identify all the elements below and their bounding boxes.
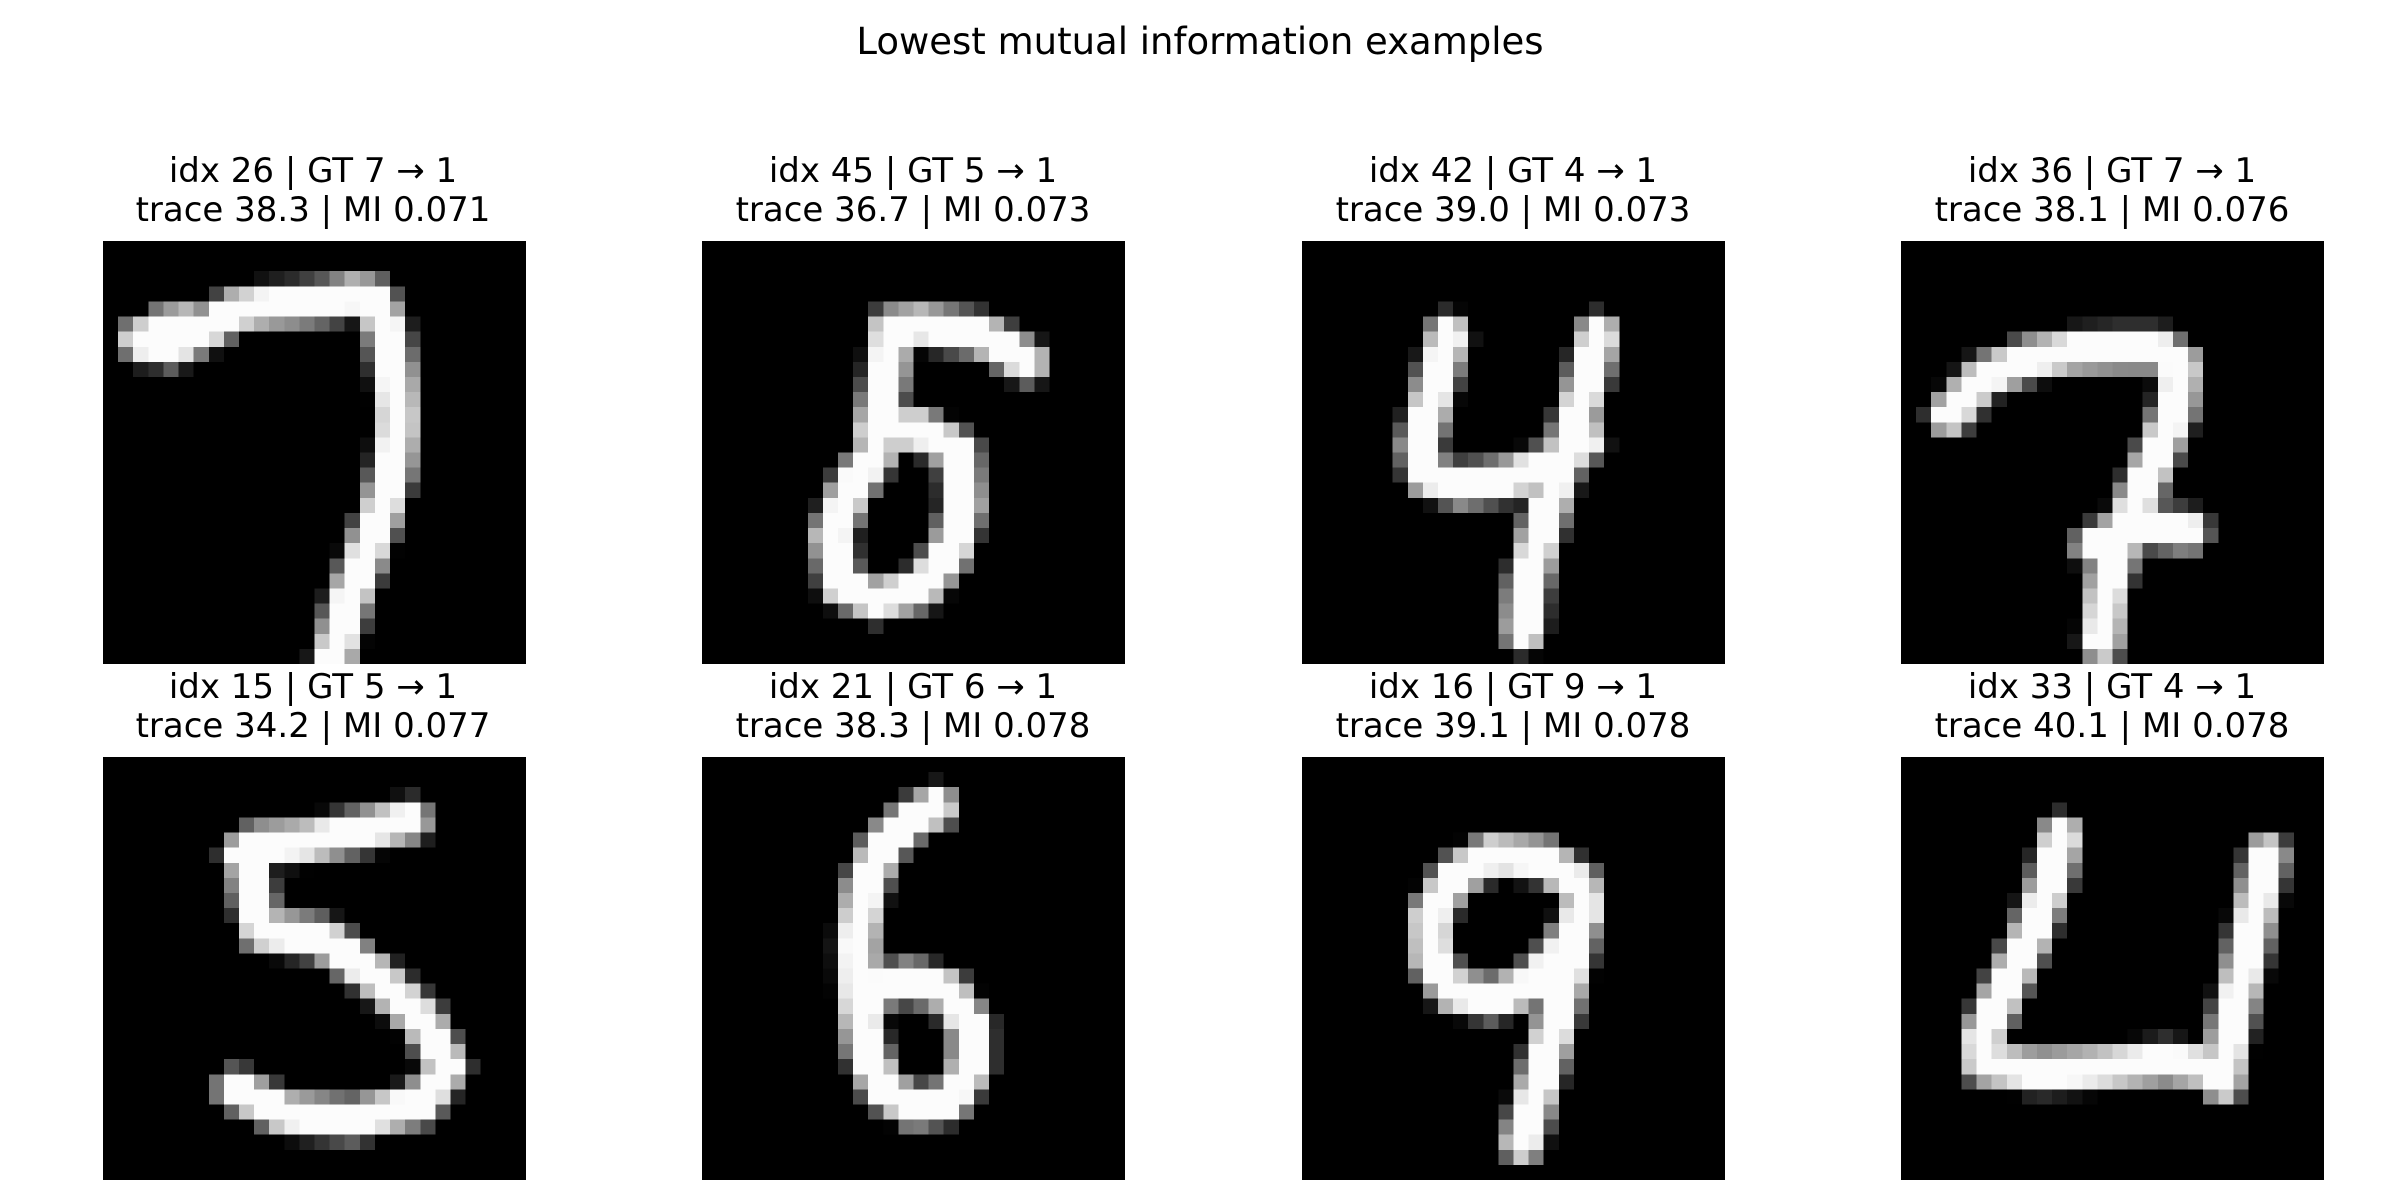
digit-image <box>1901 757 2324 1180</box>
panel-title: idx 45 | GT 5 → 1 trace 36.7 | MI 0.073 <box>613 152 1213 230</box>
panel-title-line2: trace 39.1 | MI 0.078 <box>1335 706 1691 746</box>
panel-title-line2: trace 38.1 | MI 0.076 <box>1934 190 2290 230</box>
digit-image <box>103 757 526 1180</box>
panel-title-line1: idx 36 | GT 7 → 1 <box>1967 151 2257 191</box>
panel-title-line2: trace 39.0 | MI 0.073 <box>1335 190 1691 230</box>
panel-title-line2: trace 38.3 | MI 0.071 <box>135 190 491 230</box>
panel-title: idx 42 | GT 4 → 1 trace 39.0 | MI 0.073 <box>1213 152 1813 230</box>
digit-image <box>1302 757 1725 1180</box>
digit-image <box>103 241 526 664</box>
panel-title-line1: idx 15 | GT 5 → 1 <box>168 667 458 707</box>
digit-image <box>1901 241 2324 664</box>
panel-title-line2: trace 40.1 | MI 0.078 <box>1934 706 2290 746</box>
panel-title-line2: trace 36.7 | MI 0.073 <box>735 190 1091 230</box>
panel-title: idx 33 | GT 4 → 1 trace 40.1 | MI 0.078 <box>1812 668 2400 746</box>
digit-image <box>702 241 1125 664</box>
panel-title-line2: trace 34.2 | MI 0.077 <box>135 706 491 746</box>
digit-image <box>702 757 1125 1180</box>
panel-title: idx 16 | GT 9 → 1 trace 39.1 | MI 0.078 <box>1213 668 1813 746</box>
panel-title: idx 21 | GT 6 → 1 trace 38.3 | MI 0.078 <box>613 668 1213 746</box>
panel-title-line1: idx 26 | GT 7 → 1 <box>168 151 458 191</box>
figure-title: Lowest mutual information examples <box>856 20 1544 63</box>
panel-title-line1: idx 45 | GT 5 → 1 <box>768 151 1058 191</box>
panel-title-line1: idx 21 | GT 6 → 1 <box>768 667 1058 707</box>
digit-image <box>1302 241 1725 664</box>
panel-title: idx 15 | GT 5 → 1 trace 34.2 | MI 0.077 <box>13 668 613 746</box>
panel-title-line1: idx 33 | GT 4 → 1 <box>1967 667 2257 707</box>
panel-title-line1: idx 16 | GT 9 → 1 <box>1368 667 1658 707</box>
panel-title: idx 26 | GT 7 → 1 trace 38.3 | MI 0.071 <box>13 152 613 230</box>
panel-title-line2: trace 38.3 | MI 0.078 <box>735 706 1091 746</box>
panel-title-line1: idx 42 | GT 4 → 1 <box>1368 151 1658 191</box>
panel-title: idx 36 | GT 7 → 1 trace 38.1 | MI 0.076 <box>1812 152 2400 230</box>
